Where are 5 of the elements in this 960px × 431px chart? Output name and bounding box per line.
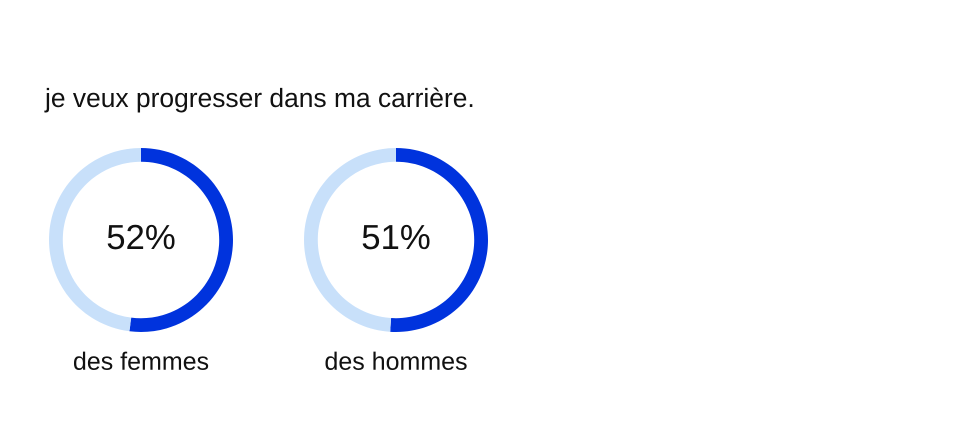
text: des femmes <box>74 352 208 370</box>
data-label: 52% <box>108 224 175 250</box>
data-label: 51% <box>362 224 430 250</box>
chart-title: je veux progresser dans ma carrière. <box>44 88 472 112</box>
text: des hommes <box>326 352 467 370</box>
